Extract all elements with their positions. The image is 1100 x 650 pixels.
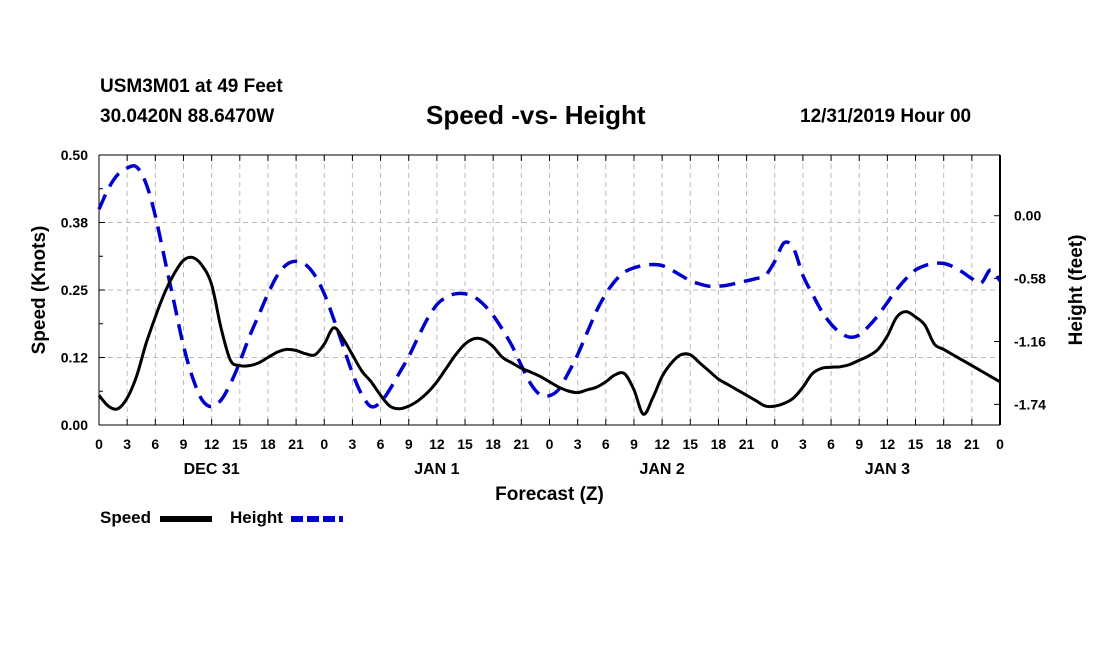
x-tick-label: 9 xyxy=(630,436,638,452)
x-tick-label: 3 xyxy=(799,436,807,452)
run-time-label: 12/31/2019 Hour 00 xyxy=(800,106,972,127)
coordinates-label: 30.0420N 88.6470W xyxy=(100,106,275,127)
x-tick-label: 21 xyxy=(964,436,980,452)
station-label: USM3M01 at 49 Feet xyxy=(100,76,283,97)
y-left-tick-label: 0.25 xyxy=(61,282,88,298)
x-tick-label: 3 xyxy=(123,436,131,452)
legend-height-label: Height xyxy=(230,508,283,527)
y-right-tick-label: -1.74 xyxy=(1014,396,1046,412)
x-tick-label: 0 xyxy=(996,436,1004,452)
x-tick-label: 0 xyxy=(771,436,779,452)
x-tick-label: 21 xyxy=(739,436,755,452)
y-right-tick-label: 0.00 xyxy=(1014,208,1041,224)
speed-series-line xyxy=(97,255,1001,416)
y-right-tick-label: -1.16 xyxy=(1014,334,1046,350)
x-tick-label: 15 xyxy=(682,436,698,452)
x-tick-label: 0 xyxy=(320,436,328,452)
height-series-line xyxy=(97,164,1002,409)
day-label: DEC 31 xyxy=(184,461,240,478)
x-axis-title: Forecast (Z) xyxy=(495,484,604,505)
y-left-tick-label: 0.12 xyxy=(61,350,88,366)
x-tick-label: 9 xyxy=(855,436,863,452)
x-tick-label: 6 xyxy=(377,436,385,452)
x-tick-label: 12 xyxy=(429,436,445,452)
x-tick-label: 6 xyxy=(151,436,159,452)
x-tick-label: 3 xyxy=(574,436,582,452)
x-tick-label: 21 xyxy=(288,436,304,452)
x-tick-label: 9 xyxy=(180,436,188,452)
y-left-tick-label: 0.00 xyxy=(61,417,88,433)
x-tick-label: 18 xyxy=(485,436,501,452)
x-tick-label: 15 xyxy=(908,436,924,452)
y-left-axis-title: Speed (Knots) xyxy=(29,226,50,355)
x-tick-label: 21 xyxy=(514,436,530,452)
x-tick-label: 6 xyxy=(602,436,610,452)
chart-title: Speed -vs- Height xyxy=(426,100,646,130)
y-left-tick-label: 0.50 xyxy=(61,147,88,163)
legend-speed: Speed xyxy=(100,508,151,528)
x-tick-label: 9 xyxy=(405,436,413,452)
y-right-tick-label: -0.58 xyxy=(1014,271,1046,287)
x-tick-label: 12 xyxy=(654,436,670,452)
legend-height: Height xyxy=(230,508,283,528)
x-tick-label: 18 xyxy=(711,436,727,452)
x-tick-label: 6 xyxy=(827,436,835,452)
y-left-tick-label: 0.38 xyxy=(61,215,88,231)
x-tick-label: 15 xyxy=(232,436,248,452)
x-tick-label: 18 xyxy=(936,436,952,452)
x-tick-label: 18 xyxy=(260,436,276,452)
x-tick-label: 12 xyxy=(204,436,220,452)
day-label: JAN 1 xyxy=(414,461,459,478)
day-label: JAN 3 xyxy=(865,461,910,478)
x-tick-label: 3 xyxy=(349,436,357,452)
x-tick-label: 0 xyxy=(546,436,554,452)
day-label: JAN 2 xyxy=(639,461,684,478)
x-tick-label: 12 xyxy=(880,436,896,452)
x-tick-label: 15 xyxy=(457,436,473,452)
legend-speed-label: Speed xyxy=(100,508,152,527)
y-right-axis-title: Height (feet) xyxy=(1066,235,1087,346)
x-tick-label: 0 xyxy=(95,436,103,452)
